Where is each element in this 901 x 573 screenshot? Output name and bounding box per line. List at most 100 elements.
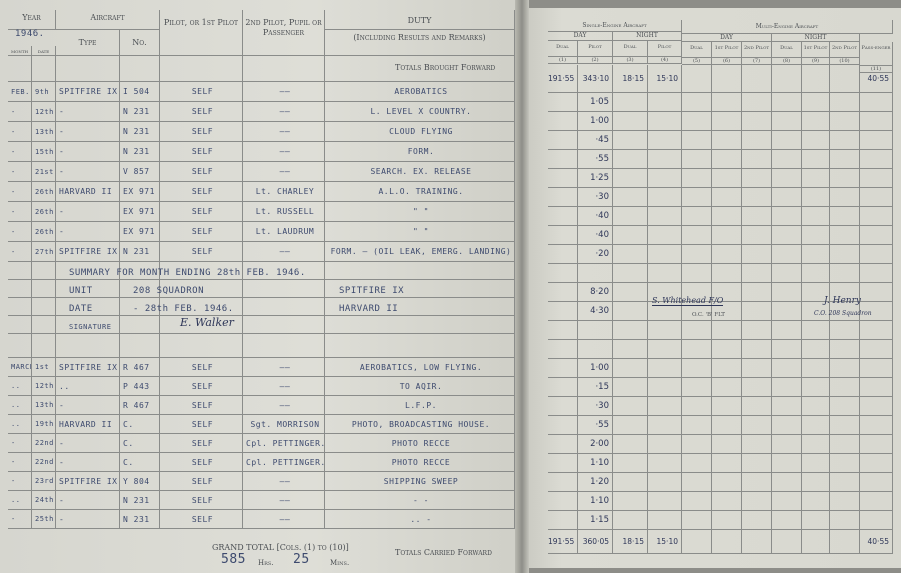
grid-cell xyxy=(648,473,682,492)
grid-cell xyxy=(613,321,648,340)
log-no-cell: R 467 xyxy=(120,358,160,377)
grand-total-label: GRAND TOTAL [Cols. (1) to (10)] xyxy=(212,543,349,552)
grid-cell xyxy=(830,473,860,492)
grid-cell xyxy=(742,340,772,359)
header-aircraft: Aircraft xyxy=(56,10,160,30)
grid-cell xyxy=(648,378,682,397)
grid-cell xyxy=(802,321,830,340)
log-date-cell: 22nd xyxy=(32,453,56,472)
log-type-cell: SPITFIRE IX xyxy=(56,358,120,377)
summary-grid-cell xyxy=(243,316,325,334)
log-pilot-cell: SELF xyxy=(160,472,243,491)
grid-cell xyxy=(682,435,712,454)
summary-grid-cell xyxy=(32,280,56,298)
header-second-pilot: 2nd Pilot, Pupil or Passenger xyxy=(243,10,325,56)
header-type: Type xyxy=(56,30,120,56)
grid-cell xyxy=(648,112,682,131)
totals-bf-cell xyxy=(325,56,515,82)
log-pilot-cell: SELF xyxy=(160,122,243,142)
grid-cell xyxy=(613,245,648,264)
summary-unit: 208 SQUADRON xyxy=(133,286,205,296)
grid-cell xyxy=(712,207,742,226)
log-month-cell: - xyxy=(8,510,32,529)
brought-forward-cell xyxy=(712,65,742,93)
grid-cell xyxy=(613,378,648,397)
grid-cell xyxy=(860,321,893,340)
grid-cell xyxy=(682,283,712,302)
grid-cell xyxy=(772,416,802,435)
grid-cell xyxy=(712,131,742,150)
grid-cell xyxy=(802,283,830,302)
book-gutter xyxy=(515,0,529,573)
grid-cell xyxy=(860,435,893,454)
pilot-time-cell: 1·05 xyxy=(578,93,613,112)
summary-grid-cell xyxy=(243,298,325,316)
grid-cell xyxy=(802,188,830,207)
summary-signature: E. Walker xyxy=(180,316,234,329)
log-pilot-cell: SELF xyxy=(160,222,243,242)
summary-grid-cell xyxy=(160,298,243,316)
log-date-cell: 15th xyxy=(32,142,56,162)
grid-cell xyxy=(742,245,772,264)
grid-cell xyxy=(830,131,860,150)
log-type-cell: HARVARD II xyxy=(56,415,120,434)
carried-forward-cell xyxy=(830,530,860,554)
grid-cell xyxy=(860,359,893,378)
grid-cell xyxy=(772,112,802,131)
grid-cell xyxy=(648,321,682,340)
summary-grid-cell xyxy=(56,316,120,334)
grid-cell xyxy=(742,226,772,245)
summary-grid-cell xyxy=(120,298,160,316)
grid-cell xyxy=(648,416,682,435)
log-type-cell: - xyxy=(56,396,120,415)
grid-cell xyxy=(772,435,802,454)
grid-cell xyxy=(548,302,578,321)
log-second-cell: —— xyxy=(243,491,325,510)
log-type-cell: - xyxy=(56,142,120,162)
grid-cell xyxy=(742,473,772,492)
grid-cell xyxy=(648,302,682,321)
summary-title: SUMMARY FOR MONTH ENDING 28th FEB. 1946. xyxy=(69,268,306,278)
log-no-cell: V 857 xyxy=(120,162,160,182)
grid-cell xyxy=(860,473,893,492)
log-month-cell: .. xyxy=(8,396,32,415)
grid-cell xyxy=(712,302,742,321)
summary-grid-cell xyxy=(160,316,243,334)
grid-cell xyxy=(613,359,648,378)
grid-cell xyxy=(860,226,893,245)
grid-cell xyxy=(613,454,648,473)
log-type-cell: - xyxy=(56,202,120,222)
log-second-cell: —— xyxy=(243,472,325,491)
grid-cell xyxy=(682,302,712,321)
col-number-10: (10) xyxy=(830,58,860,65)
log-type-cell: - xyxy=(56,453,120,472)
log-type-cell: - xyxy=(56,434,120,453)
summary-signature-label: SIGNATURE xyxy=(69,323,112,331)
carried-forward-cell xyxy=(712,530,742,554)
log-duty-cell: PHOTO, BROADCASTING HOUSE. xyxy=(325,415,515,434)
summary-type-spitfire: SPITFIRE IX xyxy=(339,286,405,296)
header-col-8: Dual xyxy=(772,42,802,58)
log-second-cell: Sgt. MORRISON xyxy=(243,415,325,434)
log-pilot-cell: SELF xyxy=(160,510,243,529)
grid-cell xyxy=(830,359,860,378)
grid-cell xyxy=(830,264,860,283)
grid-cell xyxy=(802,511,830,530)
header-col-5: Dual xyxy=(682,42,712,58)
grid-cell xyxy=(742,435,772,454)
header-col-4: Pilot xyxy=(648,41,682,57)
summary-grid-cell xyxy=(160,262,243,280)
log-type-cell: SPITFIRE IX xyxy=(56,242,120,262)
grand-total-hrs: 585 xyxy=(221,552,246,567)
grid-cell xyxy=(548,112,578,131)
header-year: Year xyxy=(8,10,56,30)
summary-type-harvard: HARVARD II xyxy=(339,304,399,314)
carried-forward-cell xyxy=(682,530,712,554)
grid-cell xyxy=(712,321,742,340)
grid-cell xyxy=(548,378,578,397)
blank-row-cell xyxy=(8,334,32,358)
header-pilot: Pilot, or 1st Pilot xyxy=(160,10,243,56)
log-second-cell: —— xyxy=(243,122,325,142)
log-duty-cell: A.L.O. TRAINING. xyxy=(325,182,515,202)
grand-total-hrs-label: Hrs. xyxy=(258,559,274,567)
